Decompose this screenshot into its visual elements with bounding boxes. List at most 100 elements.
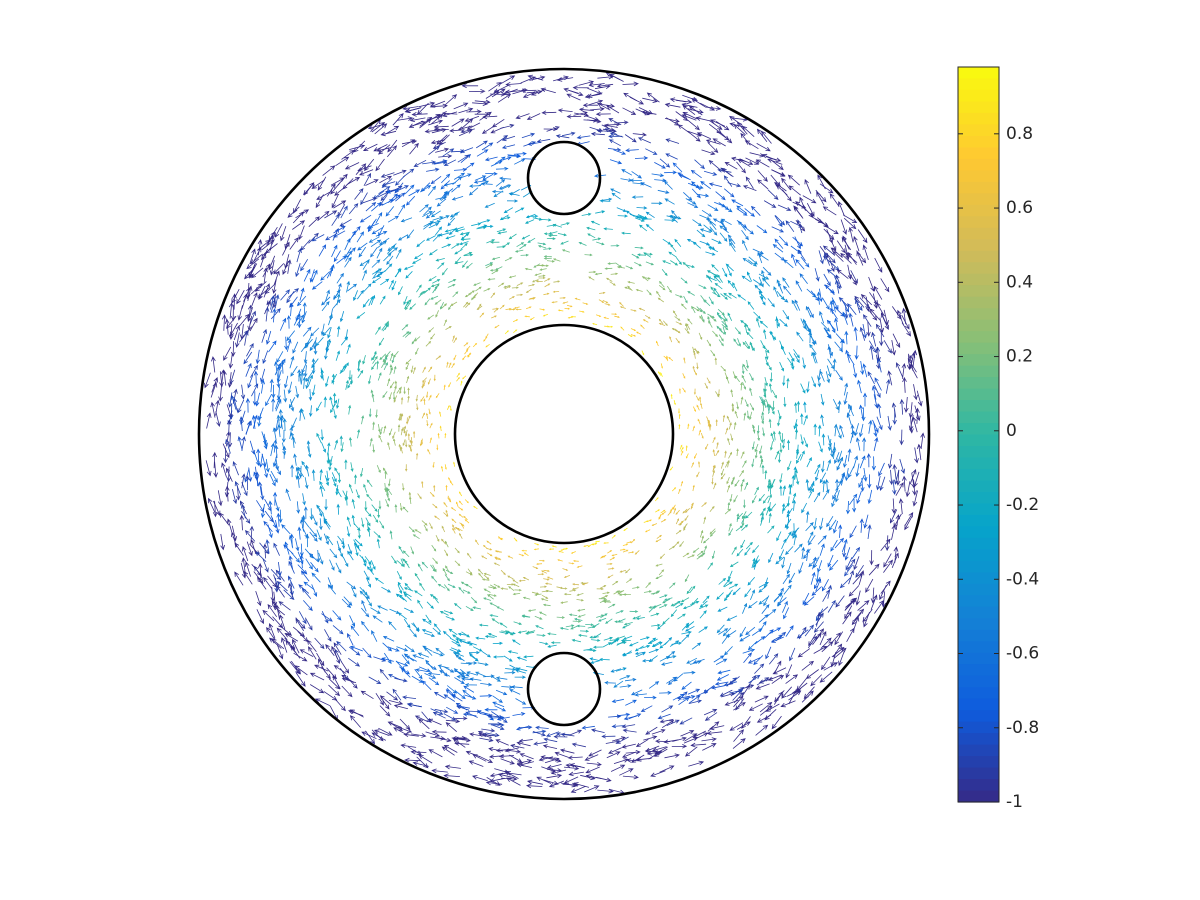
quiver-arrow — [311, 584, 318, 597]
quiver-arrow — [807, 306, 814, 319]
quiver-arrow — [634, 262, 642, 267]
quiver-arrow — [524, 315, 530, 318]
quiver-arrow — [747, 600, 758, 609]
quiver-arrow — [398, 412, 402, 421]
quiver-arrow — [767, 674, 782, 681]
quiver-arrow — [398, 204, 406, 216]
quiver-arrow — [495, 689, 508, 696]
quiver-arrow — [708, 182, 723, 188]
quiver-arrow — [736, 205, 748, 214]
quiver-arrow — [435, 355, 442, 360]
quiver-arrow — [546, 764, 562, 770]
quiver-arrow — [349, 715, 362, 728]
quiver-arrow — [435, 535, 440, 542]
quiver-arrow — [336, 293, 341, 306]
quiver-arrow — [497, 537, 504, 540]
quiver-arrow — [381, 178, 393, 189]
quiver-arrow — [308, 552, 319, 562]
quiver-arrow — [473, 180, 486, 184]
quiver-arrow — [604, 303, 611, 306]
quiver-arrow — [424, 298, 431, 306]
quiver-arrow — [891, 498, 897, 514]
quiver-arrow — [460, 661, 473, 666]
quiver-arrow — [759, 295, 766, 306]
quiver-arrow — [801, 502, 808, 514]
quiver-arrow — [386, 493, 390, 502]
quiver-arrow — [608, 603, 616, 609]
quiver-arrow — [429, 422, 433, 429]
quiver-arrow — [736, 208, 748, 216]
quiver-arrow — [402, 695, 417, 700]
quiver-arrow — [811, 376, 817, 388]
quiver-arrow — [437, 262, 445, 270]
quiver-arrow — [775, 316, 780, 328]
quiver-arrow — [285, 488, 291, 501]
quiver-arrow — [427, 671, 441, 676]
quiver-arrow — [463, 301, 469, 308]
quiver-arrow — [802, 195, 817, 204]
quiver-arrow — [410, 365, 414, 374]
colorbar-band — [958, 503, 999, 516]
quiver-arrow — [239, 514, 245, 531]
quiver-arrow — [742, 185, 757, 191]
quiver-arrow — [703, 708, 718, 716]
quiver-arrow — [432, 216, 444, 221]
quiver-arrow — [650, 612, 660, 617]
quiver-arrow — [500, 123, 515, 129]
quiver-arrow — [682, 373, 686, 379]
quiver-arrow — [566, 304, 573, 308]
quiver-arrow — [746, 410, 750, 420]
quiver-arrow — [630, 334, 637, 337]
quiver-arrow — [891, 524, 897, 540]
quiver-arrow — [777, 453, 782, 464]
quiver-arrow — [521, 549, 528, 552]
quiver-arrow — [449, 637, 460, 644]
quiver-arrow — [839, 424, 845, 438]
quiver-arrow — [471, 294, 477, 301]
quiver-arrow — [830, 307, 838, 320]
quiver-arrow — [348, 404, 352, 415]
quiver-arrow — [414, 590, 423, 597]
quiver-arrow — [296, 295, 307, 307]
quiver-arrow — [823, 662, 838, 671]
quiver-arrow — [785, 546, 794, 555]
quiver-arrow — [329, 559, 335, 571]
quiver-arrow — [832, 399, 839, 411]
quiver-arrow — [588, 99, 604, 106]
quiver-arrow — [409, 628, 417, 638]
quiver-arrow — [504, 257, 513, 262]
quiver-arrow — [873, 422, 878, 438]
quiver-arrow — [783, 584, 792, 595]
quiver-arrow — [696, 471, 700, 478]
quiver-arrow — [245, 420, 252, 435]
quiver-arrow — [420, 182, 431, 193]
quiver-arrow — [448, 362, 452, 369]
quiver-arrow — [733, 495, 738, 503]
quiver-arrow — [401, 324, 409, 331]
quiver-arrow — [715, 191, 726, 201]
quiver-arrow — [604, 681, 616, 685]
quiver-arrow — [771, 636, 784, 643]
quiver-arrow — [385, 499, 389, 508]
quiver-arrow — [466, 641, 477, 646]
quiver-arrow — [619, 684, 632, 688]
quiver-arrow — [733, 702, 746, 711]
quiver-arrow — [274, 498, 280, 512]
quiver-arrow — [828, 519, 837, 531]
quiver-arrow — [592, 645, 603, 649]
quiver-arrow — [396, 571, 402, 581]
quiver-arrow — [833, 423, 838, 437]
quiver-arrow — [412, 761, 429, 767]
quiver-arrow — [648, 605, 656, 613]
quiver-arrow — [321, 442, 326, 453]
quiver-arrow — [619, 306, 626, 309]
quiver-arrow — [329, 396, 334, 407]
quiver-arrow — [835, 274, 842, 288]
quiver-arrow — [603, 542, 609, 544]
quiver-arrow — [736, 121, 748, 135]
quiver-arrow — [771, 400, 775, 411]
quiver-arrow — [902, 376, 907, 393]
quiver-arrow — [445, 509, 449, 517]
quiver-arrow — [585, 774, 602, 779]
quiver-arrow — [607, 262, 616, 265]
